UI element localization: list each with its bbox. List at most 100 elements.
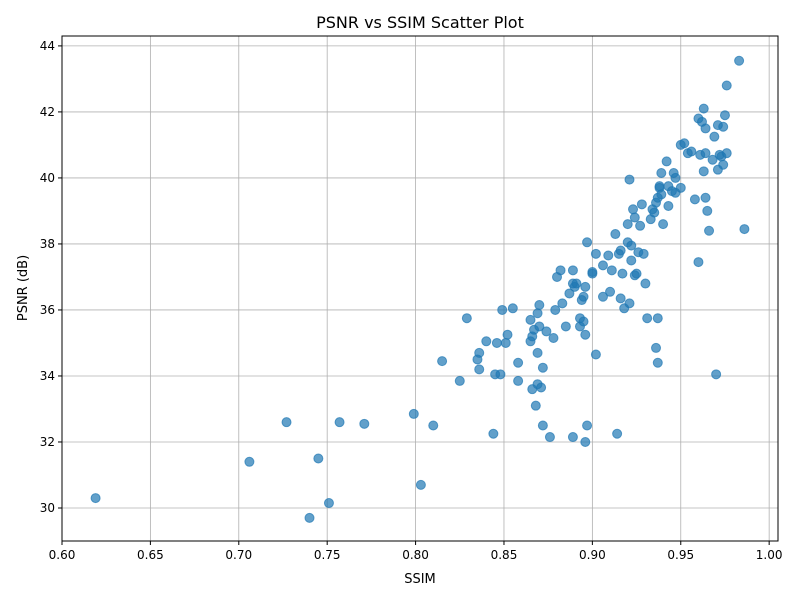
y-tick-label: 30 xyxy=(40,501,55,515)
data-point xyxy=(709,131,720,142)
data-point xyxy=(631,268,642,279)
data-point xyxy=(564,288,575,299)
data-point xyxy=(548,333,559,344)
data-point xyxy=(567,265,578,276)
data-point xyxy=(580,436,591,447)
data-point xyxy=(686,146,697,157)
data-point xyxy=(408,408,419,419)
data-point xyxy=(651,342,662,353)
y-tick-label: 44 xyxy=(40,39,55,53)
data-point xyxy=(571,278,582,289)
data-point xyxy=(304,512,315,523)
data-point xyxy=(642,313,653,324)
y-tick-label: 32 xyxy=(40,435,55,449)
data-point xyxy=(693,257,704,268)
data-point xyxy=(537,362,548,373)
data-point xyxy=(597,260,608,271)
data-point xyxy=(636,199,647,210)
y-tick-label: 34 xyxy=(40,369,55,383)
data-point xyxy=(661,156,672,167)
data-point xyxy=(582,420,593,431)
data-point xyxy=(590,349,601,360)
data-point xyxy=(244,456,255,467)
y-axis-label: PSNR (dB) xyxy=(16,255,31,321)
data-point xyxy=(502,329,513,340)
x-axis-label: SSIM xyxy=(404,572,436,587)
data-point xyxy=(626,240,637,251)
data-point xyxy=(541,326,552,337)
data-point xyxy=(679,138,690,149)
y-tick-label: 36 xyxy=(40,303,55,317)
y-tick-label: 42 xyxy=(40,105,55,119)
data-point xyxy=(610,229,621,240)
data-point xyxy=(656,189,667,200)
data-point xyxy=(536,382,547,393)
data-point xyxy=(437,356,448,367)
data-point xyxy=(334,417,345,428)
data-point xyxy=(90,493,101,504)
data-point xyxy=(495,369,506,380)
data-point xyxy=(323,498,334,509)
data-point xyxy=(580,281,591,292)
data-point xyxy=(474,364,485,375)
data-point xyxy=(734,55,745,66)
data-point xyxy=(537,420,548,431)
data-point xyxy=(704,225,715,236)
x-tick-label: 0.80 xyxy=(402,548,429,562)
data-point xyxy=(718,121,729,132)
data-point xyxy=(700,192,711,203)
data-point xyxy=(652,357,663,368)
data-point xyxy=(532,308,543,319)
data-point xyxy=(415,479,426,490)
data-point xyxy=(629,212,640,223)
data-point xyxy=(590,248,601,259)
data-point xyxy=(624,298,635,309)
data-point xyxy=(281,417,292,428)
data-point xyxy=(488,428,499,439)
data-point xyxy=(640,278,651,289)
points-layer xyxy=(90,55,750,523)
data-point xyxy=(428,420,439,431)
data-point xyxy=(497,304,508,315)
data-point xyxy=(313,453,324,464)
data-point xyxy=(624,174,635,185)
data-point xyxy=(474,347,485,358)
data-point xyxy=(606,265,617,276)
x-tick-label: 0.90 xyxy=(579,548,606,562)
data-point xyxy=(658,219,669,230)
grid-layer xyxy=(61,36,778,541)
x-tick-label: 0.75 xyxy=(314,548,341,562)
x-tick-label: 1.00 xyxy=(756,548,783,562)
data-point xyxy=(711,369,722,380)
data-point xyxy=(513,357,524,368)
data-point xyxy=(481,336,492,347)
data-point xyxy=(532,347,543,358)
data-point xyxy=(557,298,568,309)
data-point xyxy=(603,250,614,261)
data-point xyxy=(454,375,465,386)
x-tick-label: 0.65 xyxy=(137,548,164,562)
data-point xyxy=(617,268,628,279)
data-point xyxy=(652,313,663,324)
data-point xyxy=(550,304,561,315)
data-point xyxy=(721,80,732,91)
data-point xyxy=(700,123,711,134)
data-point xyxy=(622,219,633,230)
x-tick-label: 0.85 xyxy=(491,548,518,562)
data-point xyxy=(580,329,591,340)
data-point xyxy=(461,313,472,324)
data-point xyxy=(739,224,750,235)
data-point xyxy=(698,166,709,177)
y-tick-label: 38 xyxy=(40,237,55,251)
data-point xyxy=(500,337,511,348)
data-point xyxy=(491,337,502,348)
data-point xyxy=(615,293,626,304)
data-point xyxy=(628,204,639,215)
data-point xyxy=(578,316,589,327)
data-point xyxy=(689,194,700,205)
data-point xyxy=(605,286,616,297)
data-point xyxy=(719,110,730,121)
data-point xyxy=(544,432,555,443)
data-point xyxy=(555,265,566,276)
